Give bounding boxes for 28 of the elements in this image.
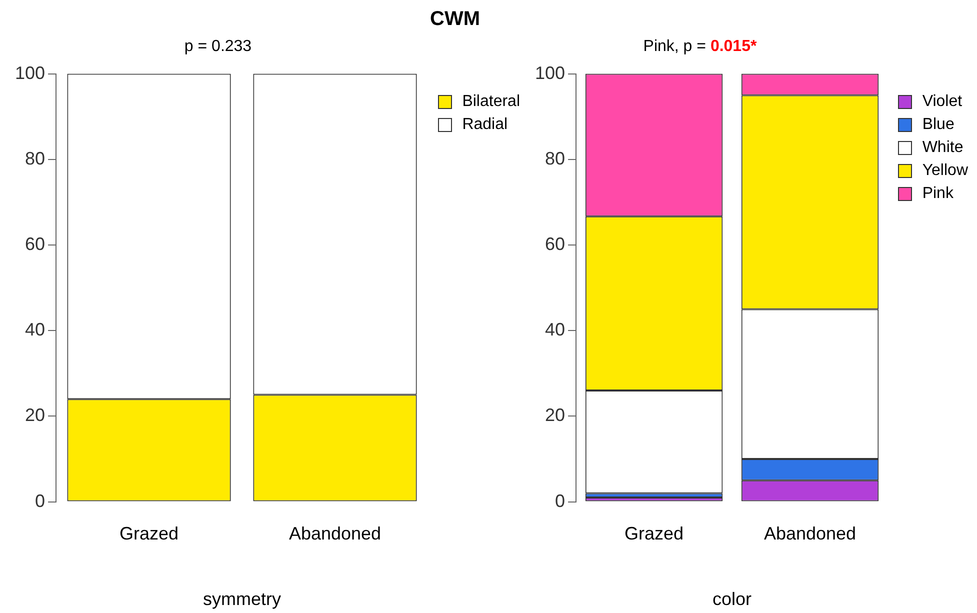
y-tick-label: 60 [545, 234, 566, 254]
x-tick-label: Grazed [624, 524, 684, 544]
chart-title: CWM [429, 8, 481, 32]
y-tick-label: 20 [25, 405, 46, 426]
y-tick-label: 20 [545, 405, 566, 426]
y-tick-label: 100 [535, 62, 566, 83]
y-tick-label: 40 [545, 320, 566, 340]
x-axis-title: color [712, 589, 752, 610]
y-tick-label: 100 [15, 62, 46, 83]
legend-label: Violet [922, 92, 962, 110]
x-tick-label: Abandoned [764, 524, 856, 544]
chart-subtitle: Pink, p = 0.015* [643, 38, 757, 55]
y-tick-label: 60 [25, 234, 46, 254]
x-tick-label: Abandoned [289, 524, 382, 544]
x-tick-label: Grazed [120, 524, 179, 544]
y-tick-label: 0 [35, 490, 46, 511]
text: Yellow [922, 162, 968, 180]
y-tick-label: 40 [25, 320, 46, 340]
y-tick-label: 0 [555, 490, 566, 511]
legend-label: Blue [922, 116, 954, 134]
legend-label: Pink [922, 184, 954, 202]
x-axis-title: symmetry [203, 589, 282, 610]
legend-label: White [922, 138, 964, 156]
legend-label: Bilateral [462, 92, 520, 110]
y-tick-label: 80 [25, 148, 46, 168]
chart-subtitle: p = 0.233 [184, 38, 252, 55]
text: Radial [462, 116, 508, 134]
y-tick-label: 80 [545, 148, 566, 168]
